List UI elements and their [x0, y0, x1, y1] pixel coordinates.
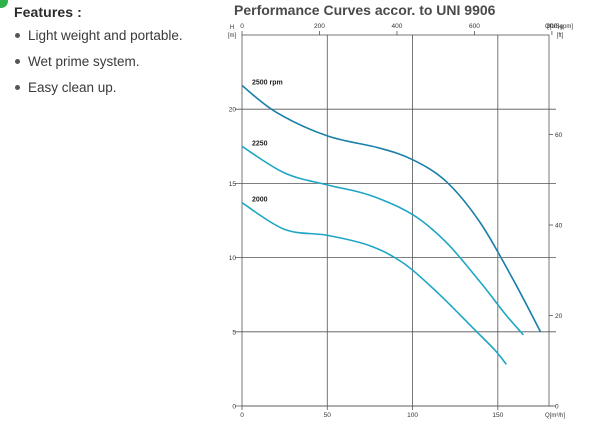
x-bottom-tick-label: 100 [407, 412, 418, 419]
y-right-tick-label: 20 [555, 313, 563, 320]
grid [235, 34, 556, 407]
y-left-axis-unit: [m] [228, 33, 237, 39]
feature-text: Light weight and portable. [28, 28, 183, 43]
features-list: Light weight and portable. Wet prime sys… [14, 26, 234, 104]
corner-accent-dot [0, 0, 8, 8]
x-top-tick-label: 600 [469, 23, 480, 30]
series-curves [241, 84, 542, 365]
plot-frame [241, 34, 550, 407]
feature-text: Easy clean up. [28, 80, 117, 95]
y-left-tick-label: 15 [229, 181, 237, 188]
y-right-axis-label: H [558, 25, 562, 31]
y-left-axis-label: H [230, 25, 234, 31]
x-bottom-tick-label: 150 [492, 412, 503, 419]
x-bottom-tick-label: 0 [240, 412, 244, 419]
bullet-icon [15, 85, 20, 90]
y-right-axis-unit: [ft] [557, 33, 564, 39]
y-left-tick-label: 0 [232, 404, 236, 411]
y-right-tick-label: 60 [555, 132, 563, 139]
x-top-tick-label: 0 [240, 23, 244, 30]
feature-item: Easy clean up. [14, 78, 234, 104]
chart-title: Performance Curves accor. to UNI 9906 [234, 2, 496, 18]
x-top-tick-label: 400 [392, 23, 403, 30]
series-label: 2000 [252, 197, 268, 204]
y-left-tick-label: 5 [232, 329, 236, 336]
x-top-tick-label: 800 [546, 23, 557, 30]
bullet-icon [15, 33, 20, 38]
series-label: 2500 rpm [252, 79, 283, 86]
x-bottom-axis-label: Q[m³/h] [545, 413, 565, 419]
feature-item: Wet prime system. [14, 52, 234, 78]
features-panel: Features : Light weight and portable. We… [14, 4, 234, 104]
feature-text: Wet prime system. [28, 54, 140, 69]
series-label: 2250 [252, 140, 268, 147]
axes [241, 31, 553, 410]
y-right-tick-label: 0 [555, 404, 559, 411]
x-top-tick-label: 200 [314, 23, 325, 30]
series-line-2 [241, 202, 508, 365]
series-line-1 [241, 145, 525, 336]
y-left-tick-label: 10 [229, 255, 237, 262]
series-line-0 [241, 84, 542, 333]
bullet-icon [15, 59, 20, 64]
x-top-axis-label: Q[USgpm] [545, 24, 573, 30]
y-left-tick-label: 20 [229, 107, 237, 114]
x-bottom-tick-label: 50 [324, 412, 332, 419]
feature-item: Light weight and portable. [14, 26, 234, 52]
features-title: Features : [14, 4, 82, 20]
y-right-tick-label: 40 [555, 223, 563, 230]
